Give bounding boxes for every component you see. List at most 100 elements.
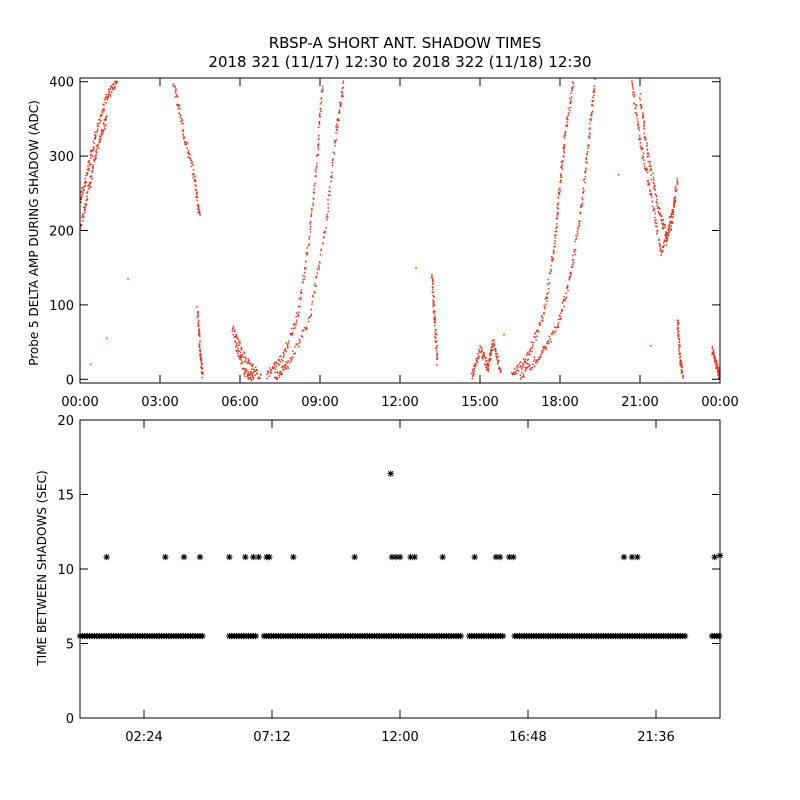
shadow-amplitude-point — [336, 119, 338, 121]
shadow-amplitude-point — [580, 204, 582, 206]
shadow-amplitude-point — [292, 350, 294, 352]
shadow-amplitude-point — [294, 327, 296, 329]
shadow-amplitude-point — [337, 125, 339, 127]
shadow-amplitude-point — [658, 238, 660, 240]
shadow-amplitude-point — [103, 119, 106, 121]
shadow-amplitude-point — [186, 142, 189, 144]
shadow-amplitude-point — [197, 324, 200, 327]
shadow-amplitude-point — [295, 316, 297, 318]
shadow-amplitude-point — [95, 134, 97, 136]
shadow-amplitude-point — [327, 210, 330, 213]
shadow-amplitude-point — [571, 81, 574, 83]
shadow-amplitude-point — [681, 362, 683, 364]
shadow-amplitude-point — [638, 129, 641, 131]
shadow-amplitude-point — [659, 243, 661, 245]
shadow-amplitude-point — [566, 124, 568, 126]
shadow-amplitude-point — [88, 161, 90, 164]
shadow-amplitude-point — [80, 224, 83, 226]
shadow-amplitude-point — [308, 238, 310, 240]
shadow-amplitude-point — [564, 297, 567, 300]
shadow-amplitude-point — [554, 242, 556, 245]
shadow-amplitude-point — [309, 221, 312, 223]
shadow-amplitude-point — [555, 234, 557, 236]
shadow-amplitude-point — [663, 244, 665, 247]
shadow-amplitude-point — [312, 204, 314, 206]
shadow-amplitude-point — [556, 215, 558, 217]
shadow-amplitude-point — [541, 315, 543, 317]
shadow-amplitude-point — [486, 360, 488, 362]
shadow-amplitude-point — [253, 369, 256, 371]
shadow-amplitude-point — [282, 356, 285, 358]
shadow-amplitude-point — [285, 342, 287, 344]
shadow-amplitude-point — [239, 357, 241, 359]
shadow-amplitude-point — [90, 163, 92, 165]
shadow-amplitude-point — [633, 103, 636, 105]
shadow-amplitude-point — [327, 203, 329, 206]
shadow-amplitude-point — [234, 335, 237, 337]
shadow-amplitude-point — [672, 213, 675, 216]
shadow-amplitude-point — [243, 373, 246, 375]
shadow-amplitude-point — [280, 358, 283, 361]
time-between-shadows-point — [266, 553, 273, 561]
shadow-amplitude-point — [559, 189, 562, 192]
shadow-amplitude-point — [415, 266, 417, 269]
shadow-amplitude-point — [342, 95, 344, 98]
shadow-amplitude-point — [556, 326, 559, 329]
shadow-amplitude-point — [311, 209, 313, 211]
shadow-amplitude-point — [258, 376, 260, 378]
shadow-amplitude-point — [494, 344, 496, 346]
shadow-amplitude-point — [649, 345, 652, 347]
shadow-amplitude-point — [196, 196, 199, 199]
shadow-amplitude-point — [542, 320, 544, 322]
shadow-amplitude-point — [567, 119, 569, 121]
shadow-amplitude-point — [435, 350, 438, 352]
shadow-amplitude-point — [490, 347, 493, 349]
shadow-amplitude-point — [489, 357, 492, 360]
shadow-amplitude-point — [96, 144, 98, 146]
shadow-amplitude-point — [201, 373, 203, 375]
shadow-amplitude-point — [84, 185, 86, 187]
shadow-amplitude-point — [662, 246, 665, 248]
shadow-amplitude-point — [559, 187, 561, 189]
shadow-amplitude-point — [436, 364, 438, 366]
shadow-amplitude-point — [551, 333, 553, 336]
shadow-amplitude-point — [558, 191, 560, 193]
shadow-amplitude-point — [652, 181, 655, 184]
shadow-amplitude-point — [585, 157, 587, 159]
shadow-amplitude-point — [560, 317, 562, 320]
shadow-amplitude-point — [651, 196, 653, 198]
shadow-amplitude-point — [188, 153, 190, 155]
shadow-amplitude-point — [298, 345, 300, 348]
shadow-amplitude-point — [175, 88, 177, 90]
shadow-amplitude-point — [654, 217, 656, 219]
shadow-amplitude-point — [197, 205, 200, 207]
shadow-amplitude-point — [315, 167, 318, 169]
shadow-amplitude-point — [247, 373, 249, 376]
shadow-amplitude-point — [679, 356, 681, 359]
shadow-amplitude-point — [231, 330, 233, 332]
shadow-amplitude-point — [674, 200, 676, 202]
shadow-amplitude-point — [488, 358, 491, 360]
shadow-amplitude-point — [104, 96, 107, 98]
shadow-amplitude-point — [486, 364, 488, 366]
shadow-amplitude-point — [315, 277, 317, 279]
shadow-amplitude-point — [99, 115, 102, 118]
shadow-amplitude-point — [99, 135, 101, 138]
shadow-amplitude-point — [526, 354, 528, 356]
shadow-amplitude-point — [196, 193, 198, 195]
shadow-amplitude-point — [476, 361, 479, 363]
shadow-amplitude-point — [79, 197, 82, 199]
shadow-amplitude-point — [331, 171, 333, 174]
top-x-tick-label: 18:00 — [541, 395, 578, 410]
shadow-amplitude-point — [664, 234, 666, 236]
shadow-amplitude-point — [89, 185, 92, 188]
shadow-amplitude-point — [472, 372, 474, 374]
shadow-amplitude-point — [431, 276, 433, 278]
shadow-amplitude-point — [647, 183, 649, 186]
shadow-amplitude-point — [717, 367, 719, 369]
shadow-amplitude-point — [93, 160, 96, 162]
shadow-amplitude-point — [318, 264, 320, 267]
shadow-amplitude-point — [187, 151, 189, 154]
shadow-amplitude-point — [553, 246, 555, 248]
shadow-amplitude-point — [282, 366, 285, 368]
